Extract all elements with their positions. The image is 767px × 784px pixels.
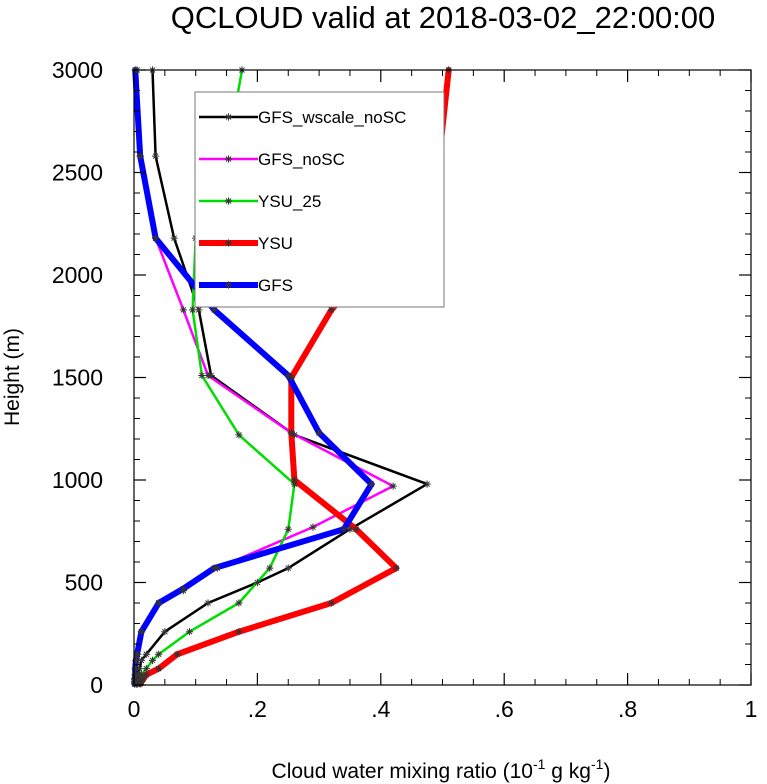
data-point-2-5 [148,656,157,664]
data-point-1-14 [204,371,212,380]
data-point-4-11 [340,525,348,533]
y-tick-label: 500 [65,570,103,596]
data-point-2-11 [290,480,299,488]
x-axis-label: Cloud water mixing ratio (10-1 g kg-1) [272,756,611,783]
data-point-4-14 [284,371,292,380]
data-point-2-10 [284,525,292,533]
legend-label: YSU_25 [258,192,321,211]
data-point-3-11 [287,429,295,437]
x-axis-label-end: ) [603,760,610,783]
data-point-3-5 [173,650,181,658]
legend-marker [224,155,233,163]
legend-item: YSU [199,234,293,253]
data-point-2-4 [142,665,150,673]
data-point-0-8 [204,599,212,607]
x-tick-label: 1 [745,696,758,722]
x-tick-label: .2 [248,696,267,722]
legend-label: GFS_wscale_noSC [258,108,406,127]
data-point-4-7 [137,628,146,636]
x-tick-label: 0 [128,696,141,722]
x-tick-label: .4 [371,696,390,722]
data-point-2-3 [137,671,146,679]
data-point-3-12 [287,373,295,382]
legend-label: GFS_noSC [258,150,345,169]
x-axis-label-mid: g kg [545,760,591,783]
data-point-3-6 [235,628,243,636]
data-point-2-8 [235,599,243,607]
data-point-0-15 [195,306,203,314]
legend-item: GFS_noSC [199,150,345,169]
data-point-4-6 [133,650,141,658]
data-point-4-5 [132,656,140,664]
y-tick-label: 0 [90,672,103,698]
data-point-4-13 [315,429,323,437]
data-point-0-6 [142,650,150,658]
data-point-4-9 [179,585,187,593]
data-point-0-17 [151,152,160,160]
legend-frame [194,91,445,308]
legend-label: YSU [258,234,293,253]
y-axis-label: Height (m) [1,328,24,426]
y-tick-label: 2500 [52,160,103,186]
data-point-4-10 [210,564,218,572]
x-axis-label-exp1: -1 [533,756,546,772]
legend-item: GFS_wscale_noSC [199,108,406,127]
data-point-4-8 [155,599,163,607]
data-point-0-11 [346,525,354,533]
data-point-0-7 [161,628,169,636]
y-tick-label: 1000 [52,467,103,493]
data-point-4-12 [367,480,376,488]
data-point-1-12 [389,482,397,490]
data-point-3-8 [392,564,400,572]
data-point-1-11 [309,523,317,531]
data-point-0-12 [423,480,431,488]
legend: GFS_wscale_noSC GFS_noSC YSU_25 YSU GFS [194,91,445,308]
data-point-2-13 [198,371,206,380]
x-axis-label-main: Cloud water mixing ratio (10 [272,760,533,783]
data-point-3-7 [327,599,336,607]
data-point-3-1 [137,678,146,686]
x-tick-label: .6 [495,696,514,722]
data-point-4-17 [136,152,144,160]
data-point-3-2 [139,675,147,683]
data-point-3-13 [327,306,336,314]
data-point-2-6 [155,650,163,658]
x-axis-label-exp2: -1 [591,756,604,772]
data-point-2-7 [185,628,194,636]
data-point-3-0 [136,680,144,688]
data-point-4-2 [131,675,139,683]
data-point-3-3 [142,671,150,679]
data-point-4-3 [131,671,139,679]
data-point-3-4 [155,665,163,673]
y-tick-label: 3000 [52,57,103,83]
y-tick-label: 1500 [52,365,103,391]
data-point-1-15 [179,306,187,314]
data-point-0-10 [284,564,292,572]
y-tick-label: 2000 [52,262,103,288]
legend-marker [224,239,233,247]
legend-label: GFS [258,276,293,295]
legend-item: YSU_25 [199,192,321,211]
data-point-4-16 [151,234,160,242]
axis-ticks: 0 .2 .4 .6 .8 1 0 500 1000 1500 2000 2500 3000 [52,57,758,722]
data-point-0-4 [135,665,144,673]
data-point-0-16 [170,234,178,242]
data-point-0-13 [290,431,299,439]
data-point-0-5 [137,656,146,664]
legend-item: GFS [199,276,293,295]
data-point-0-9 [253,578,261,587]
legend-marker [224,113,233,121]
data-point-2-12 [235,431,243,439]
x-tick-label: .8 [618,696,637,722]
data-point-2-9 [266,564,274,572]
legend-marker [224,197,233,205]
data-point-3-9 [352,525,360,533]
data-point-3-10 [290,476,299,484]
chart-title: QCLOUD valid at 2018-03-02_22:00:00 [171,0,716,35]
legend-marker [224,281,233,289]
data-point-2-14 [189,306,197,314]
data-point-4-15 [210,306,218,314]
data-point-4-4 [131,665,139,673]
